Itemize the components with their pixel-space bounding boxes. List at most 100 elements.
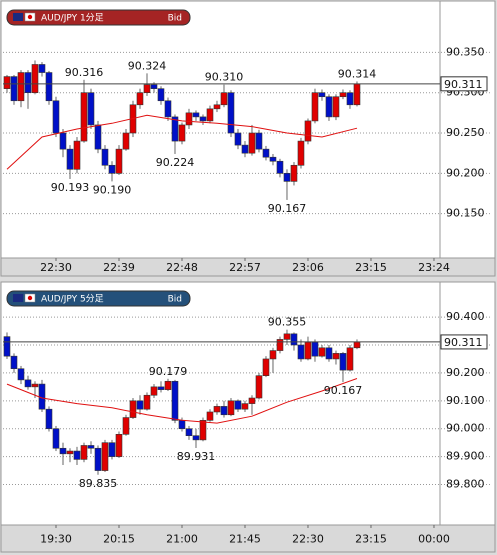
candle-body: [73, 140, 81, 170]
candle-body: [346, 347, 354, 371]
candle-body: [66, 450, 74, 455]
candle-body: [3, 336, 11, 357]
candle-body: [311, 92, 319, 122]
extreme-label: 90.179: [149, 365, 188, 378]
header-title: AUD/JPY 5分足: [41, 294, 104, 305]
candle-body: [38, 64, 46, 73]
candle-body: [290, 164, 298, 182]
x-tick-label: 20:15: [103, 533, 135, 546]
candle-body: [178, 420, 186, 430]
candle-body: [94, 447, 102, 471]
candle-body: [234, 132, 242, 146]
candle-body: [269, 350, 277, 360]
candle-body: [353, 341, 361, 349]
candle-body: [199, 116, 207, 122]
y-tick-label: 89.900: [446, 450, 485, 463]
header-pill: [6, 9, 191, 26]
y-tick-label: 89.800: [446, 478, 485, 491]
candle-body: [262, 148, 270, 158]
x-tick-label: 22:30: [292, 533, 324, 546]
extreme-label: 89.835: [79, 477, 118, 490]
candle-body: [325, 96, 333, 118]
x-tick-label: 23:06: [292, 261, 324, 274]
y-tick-label: 90.400: [446, 310, 485, 323]
candle-body: [101, 148, 109, 166]
candle-body: [80, 445, 88, 460]
y-tick-label: 90.150: [446, 207, 485, 220]
candle-body: [115, 434, 123, 457]
extreme-label: 90.310: [205, 71, 244, 84]
candle-body: [164, 380, 172, 390]
extreme-label: 90.224: [156, 156, 195, 169]
x-tick-label: 21:00: [166, 533, 198, 546]
candle-body: [276, 160, 284, 174]
extreme-label: 90.167: [268, 202, 307, 215]
candle-body: [10, 355, 18, 370]
candle-body: [94, 124, 102, 150]
candle-body: [318, 92, 326, 98]
candle-body: [220, 92, 228, 106]
candle-body: [283, 173, 291, 182]
x-tick-label: 23:24: [418, 261, 450, 274]
candle-body: [346, 92, 354, 106]
x-tick-label: 22:57: [229, 261, 261, 274]
candle-body: [192, 435, 200, 441]
candle-body: [255, 132, 263, 150]
candle-body: [178, 124, 186, 142]
flag-au: [13, 13, 23, 21]
header-badge: Bid: [168, 295, 182, 305]
candle-body: [59, 447, 67, 455]
extreme-label: 90.193: [51, 181, 90, 194]
candle-body: [206, 108, 214, 122]
candle-body: [353, 83, 361, 106]
candle-body: [129, 400, 137, 418]
candle-body: [115, 148, 123, 174]
candle-body: [339, 353, 347, 371]
candle-body: [283, 333, 291, 340]
candle-body: [339, 92, 347, 98]
time-axis: [0, 524, 496, 553]
candle-body: [248, 132, 256, 154]
candle-body: [66, 148, 74, 170]
candle-body: [227, 92, 235, 134]
candle-body: [157, 88, 165, 102]
candle-body: [108, 164, 116, 174]
candle-body: [304, 120, 312, 142]
candle-body: [143, 84, 151, 93]
candle-body: [52, 100, 60, 134]
flag-jp-dot: [27, 14, 33, 20]
last-price-box: [440, 334, 488, 350]
y-tick-label: 90.100: [446, 394, 485, 407]
extreme-label: 89.931: [177, 450, 216, 463]
x-tick-label: 23:15: [355, 261, 387, 274]
candle-body: [164, 100, 172, 118]
moving-average: [6, 378, 358, 424]
moving-average: [6, 114, 358, 170]
candle-body: [297, 140, 305, 166]
candle-body: [325, 347, 333, 360]
y-tick-label: 90.200: [446, 166, 485, 179]
candle-body: [17, 72, 25, 102]
candle-body: [31, 383, 39, 388]
last-price-box: [440, 76, 488, 92]
candle-body: [332, 96, 340, 118]
candle-body: [157, 386, 165, 390]
candle-body: [304, 341, 312, 360]
candle-body: [87, 445, 95, 449]
candle-body: [290, 333, 298, 346]
candle-body: [31, 64, 39, 93]
extreme-label: 90.167: [324, 384, 363, 397]
header-badge: Bid: [168, 14, 182, 24]
x-tick-label: 21:45: [229, 533, 261, 546]
candle-body: [332, 353, 340, 360]
candle-body: [17, 368, 25, 381]
flag-au: [13, 294, 23, 302]
x-tick-label: 22:30: [40, 261, 72, 274]
candle-body: [220, 406, 228, 416]
candle-body: [101, 442, 109, 471]
last-price-label: 90.311: [444, 336, 483, 349]
candle-body: [143, 394, 151, 410]
candle-body: [255, 375, 263, 399]
extreme-label: 90.324: [128, 59, 167, 72]
extreme-label: 90.190: [93, 183, 132, 196]
